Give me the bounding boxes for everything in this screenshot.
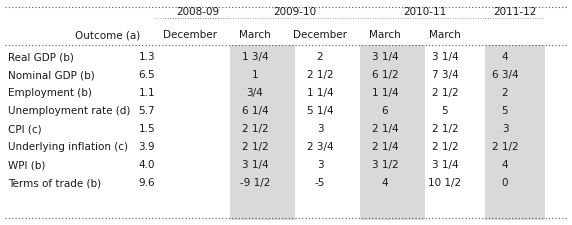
Text: 2008-09: 2008-09 bbox=[176, 7, 219, 17]
Text: CPI (c): CPI (c) bbox=[8, 124, 42, 134]
Text: 2 1/4: 2 1/4 bbox=[372, 124, 398, 134]
Text: 1 1/4: 1 1/4 bbox=[372, 88, 398, 98]
Text: 1 1/4: 1 1/4 bbox=[307, 88, 333, 98]
Text: 7 3/4: 7 3/4 bbox=[432, 70, 458, 80]
Text: December: December bbox=[293, 30, 347, 40]
Text: 6 3/4: 6 3/4 bbox=[492, 70, 518, 80]
Text: 1.5: 1.5 bbox=[138, 124, 155, 134]
Text: 3.9: 3.9 bbox=[138, 142, 155, 152]
Text: 9.6: 9.6 bbox=[138, 178, 155, 188]
Text: 2010-11: 2010-11 bbox=[403, 7, 447, 17]
Text: March: March bbox=[369, 30, 401, 40]
Text: 2: 2 bbox=[317, 52, 323, 62]
Text: 3 1/2: 3 1/2 bbox=[372, 160, 398, 170]
Text: 3 1/4: 3 1/4 bbox=[432, 52, 458, 62]
Bar bbox=[360, 45, 425, 220]
Text: 4: 4 bbox=[502, 52, 509, 62]
Text: Underlying inflation (c): Underlying inflation (c) bbox=[8, 142, 128, 152]
Text: 6: 6 bbox=[382, 106, 388, 116]
Bar bbox=[485, 45, 545, 220]
Text: Real GDP (b): Real GDP (b) bbox=[8, 52, 74, 62]
Text: 2 1/2: 2 1/2 bbox=[432, 88, 458, 98]
Text: Unemployment rate (d): Unemployment rate (d) bbox=[8, 106, 130, 116]
Text: Outcome (a): Outcome (a) bbox=[76, 30, 141, 40]
Text: 2 1/2: 2 1/2 bbox=[492, 142, 518, 152]
Text: 4: 4 bbox=[382, 178, 388, 188]
Text: WPI (b): WPI (b) bbox=[8, 160, 45, 170]
Text: 3/4: 3/4 bbox=[247, 88, 263, 98]
Text: 0: 0 bbox=[502, 178, 509, 188]
Text: 6.5: 6.5 bbox=[138, 70, 155, 80]
Text: -9 1/2: -9 1/2 bbox=[240, 178, 270, 188]
Text: 4.0: 4.0 bbox=[138, 160, 155, 170]
Text: 2011-12: 2011-12 bbox=[493, 7, 537, 17]
Text: Terms of trade (b): Terms of trade (b) bbox=[8, 178, 101, 188]
Text: March: March bbox=[429, 30, 461, 40]
Text: -5: -5 bbox=[315, 178, 325, 188]
Text: 5 1/4: 5 1/4 bbox=[307, 106, 333, 116]
Text: 3 1/4: 3 1/4 bbox=[432, 160, 458, 170]
Text: 3 1/4: 3 1/4 bbox=[372, 52, 398, 62]
Text: Nominal GDP (b): Nominal GDP (b) bbox=[8, 70, 95, 80]
Text: 5.7: 5.7 bbox=[138, 106, 155, 116]
Text: 2 1/2: 2 1/2 bbox=[307, 70, 333, 80]
Text: 5: 5 bbox=[442, 106, 448, 116]
Text: 4: 4 bbox=[502, 160, 509, 170]
Text: 2 1/2: 2 1/2 bbox=[242, 124, 268, 134]
Text: 2 1/2: 2 1/2 bbox=[432, 142, 458, 152]
Text: 2: 2 bbox=[502, 88, 509, 98]
Text: 6 1/2: 6 1/2 bbox=[372, 70, 398, 80]
Text: December: December bbox=[163, 30, 217, 40]
Text: 1.1: 1.1 bbox=[138, 88, 155, 98]
Text: March: March bbox=[239, 30, 271, 40]
Text: 2 1/4: 2 1/4 bbox=[372, 142, 398, 152]
Bar bbox=[230, 45, 295, 220]
Text: 10 1/2: 10 1/2 bbox=[428, 178, 462, 188]
Text: 3: 3 bbox=[317, 160, 323, 170]
Text: 3: 3 bbox=[502, 124, 509, 134]
Text: 1 3/4: 1 3/4 bbox=[242, 52, 268, 62]
Text: 2 3/4: 2 3/4 bbox=[307, 142, 333, 152]
Text: 5: 5 bbox=[502, 106, 509, 116]
Text: 1: 1 bbox=[252, 70, 259, 80]
Text: 6 1/4: 6 1/4 bbox=[242, 106, 268, 116]
Text: 2 1/2: 2 1/2 bbox=[432, 124, 458, 134]
Text: 1.3: 1.3 bbox=[138, 52, 155, 62]
Text: 3: 3 bbox=[317, 124, 323, 134]
Text: Employment (b): Employment (b) bbox=[8, 88, 92, 98]
Text: 3 1/4: 3 1/4 bbox=[242, 160, 268, 170]
Text: 2009-10: 2009-10 bbox=[273, 7, 316, 17]
Text: 2 1/2: 2 1/2 bbox=[242, 142, 268, 152]
